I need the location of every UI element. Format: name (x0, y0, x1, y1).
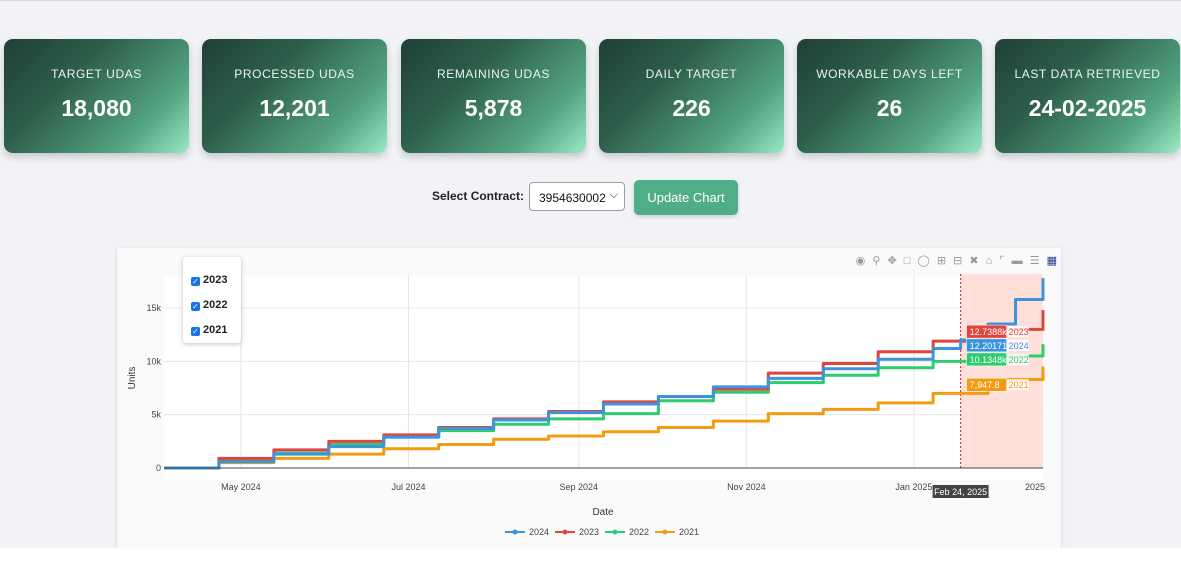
y-tick-label: 15k (146, 303, 161, 313)
legend-marker (512, 529, 518, 535)
zoom-in-icon[interactable]: ⊞ (936, 255, 947, 267)
lasso-icon[interactable]: ◯ (917, 255, 930, 267)
y-tick-label: 0 (156, 463, 161, 473)
year-toggle-label: 2022 (203, 299, 228, 311)
legend-marker (612, 529, 618, 535)
legend-marker (562, 529, 568, 535)
x-tick-label: Sep 2024 (560, 482, 599, 492)
card-target-udas: TARGET UDAS 18,080 (4, 39, 189, 153)
plotly-logo-icon[interactable]: ▦ (1046, 255, 1057, 267)
card-daily-target: DAILY TARGET 226 (599, 39, 784, 153)
hover-label-value: 12.7388k (970, 327, 1008, 337)
series-line-2024[interactable] (164, 278, 1045, 470)
home-icon[interactable]: ⌂ (985, 255, 993, 267)
y-axis-title: Units (127, 367, 138, 390)
hover-label-name-bg (1006, 379, 1029, 391)
year-toggle-label: 2021 (203, 324, 228, 336)
card-processed-udas: PROCESSED UDAS 12,201 (202, 39, 387, 153)
hover-closest-icon[interactable]: ▬ (1011, 255, 1023, 267)
checkbox-checked-icon[interactable]: ✓ (191, 302, 200, 311)
contract-controls: Select Contract: 3954630002 ⌵ Update Cha… (0, 180, 1181, 215)
pan-icon[interactable]: ✥ (887, 255, 897, 267)
legend-item-2022[interactable]: 2022 (605, 527, 649, 537)
contract-select[interactable]: 3954630002 ⌵ (529, 182, 625, 211)
hover-date-label: Feb 24, 2025 (932, 485, 989, 498)
hover-label-name-bg (1006, 339, 1029, 351)
page-footer-band (0, 548, 1181, 564)
zoom-out-icon[interactable]: ⊟ (953, 255, 963, 267)
legend-label: 2024 (529, 527, 549, 537)
legend-label: 2021 (679, 527, 699, 537)
legend-label: 2023 (579, 527, 599, 537)
plot-area (164, 276, 1043, 480)
hover-date-box (932, 485, 989, 498)
card-value: 26 (876, 95, 903, 121)
x-tick-label: Nov 2024 (727, 482, 766, 492)
select-contract-label: Select Contract: (432, 189, 525, 203)
card-value: 12,201 (259, 95, 330, 121)
card-label: REMAINING UDAS (436, 67, 551, 81)
card-label: LAST DATA RETRIEVED (1014, 67, 1161, 81)
x-axis-title: Date (592, 507, 614, 518)
hover-label-2021: 7,947.8 2021 (966, 377, 1029, 392)
card-last-data-retrieved: LAST DATA RETRIEVED 24-02-2025 (995, 39, 1180, 153)
x-tick-label: 2025 (1025, 482, 1045, 492)
top-divider (0, 0, 1181, 1)
year-toggle-2022[interactable]: ✓ 2022 (191, 299, 227, 311)
hover-label-name: 2022 (1009, 355, 1029, 365)
checkbox-checked-icon[interactable]: ✓ (191, 327, 200, 336)
card-remaining-udas: REMAINING UDAS 5,878 (401, 39, 586, 153)
series-line-2021[interactable] (164, 366, 1045, 470)
x-tick-label: Jul 2024 (391, 482, 425, 492)
card-label: WORKABLE DAYS LEFT (816, 67, 963, 81)
autoscale-icon[interactable]: ✖ (969, 255, 979, 267)
hover-label-name-bg (1006, 353, 1029, 365)
hover-date-text: Feb 24, 2025 (934, 487, 987, 497)
hover-label-value: 12.20171k (970, 341, 1013, 351)
card-label: PROCESSED UDAS (234, 67, 355, 81)
year-toggle-panel: ✓ 2023 ✓ 2022 ✓ 2021 (183, 257, 241, 343)
hover-label-name: 2021 (1009, 380, 1029, 390)
hover-label-value: 7,947.8 (970, 380, 1000, 390)
hover-label-value: 10.1348k (970, 355, 1008, 365)
chart-container: ◉ ⚲ ✥ □ ◯ ⊞ ⊟ ✖ ⌂ ⌜ ▬ ☰ ▦ 12.7388k 2023 12… (117, 248, 1061, 550)
card-workable-days-left: WORKABLE DAYS LEFT 26 (797, 39, 982, 153)
year-toggle-2023[interactable]: ✓ 2023 (191, 274, 227, 286)
year-toggle-2021[interactable]: ✓ 2021 (191, 324, 227, 336)
card-label: DAILY TARGET (645, 67, 738, 81)
card-value: 18,080 (61, 95, 132, 121)
year-toggle-label: 2023 (203, 274, 228, 286)
hover-label-name: 2023 (1009, 327, 1029, 337)
card-label: TARGET UDAS (51, 67, 142, 81)
hover-label-name-bg (1006, 326, 1029, 338)
legend-item-2021[interactable]: 2021 (655, 527, 699, 537)
hover-compare-icon[interactable]: ☰ (1029, 255, 1040, 267)
spike-icon[interactable]: ⌜ (999, 255, 1005, 267)
x-tick-label: May 2024 (221, 482, 261, 492)
hover-label-2022: 10.1348k 2022 (966, 352, 1029, 367)
checkbox-checked-icon[interactable]: ✓ (191, 277, 200, 286)
contract-select-value: 3954630002 (539, 191, 606, 205)
legend-item-2023[interactable]: 2023 (555, 527, 599, 537)
legend-marker (662, 529, 668, 535)
forecast-band (960, 274, 1043, 468)
box-select-icon[interactable]: □ (903, 255, 911, 267)
y-tick-label: 5k (151, 410, 161, 420)
zoom-icon[interactable]: ⚲ (872, 255, 881, 267)
card-value: 5,878 (464, 95, 523, 121)
update-chart-button[interactable]: Update Chart (634, 180, 738, 215)
y-tick-label: 10k (146, 356, 161, 366)
hover-label-2023: 12.7388k 2023 (966, 324, 1029, 339)
chevron-down-icon: ⌵ (609, 189, 618, 201)
legend-item-2024[interactable]: 2024 (505, 527, 549, 537)
chart-modebar: ◉ ⚲ ✥ □ ◯ ⊞ ⊟ ✖ ⌂ ⌜ ▬ ☰ ▦ (852, 254, 1057, 268)
legend-label: 2022 (629, 527, 649, 537)
x-tick-label: Jan 2025 (895, 482, 932, 492)
hover-label-name: 2024 (1009, 341, 1029, 351)
card-value: 24-02-2025 (1028, 95, 1147, 121)
card-value: 226 (672, 95, 711, 121)
camera-icon[interactable]: ◉ (855, 255, 866, 267)
